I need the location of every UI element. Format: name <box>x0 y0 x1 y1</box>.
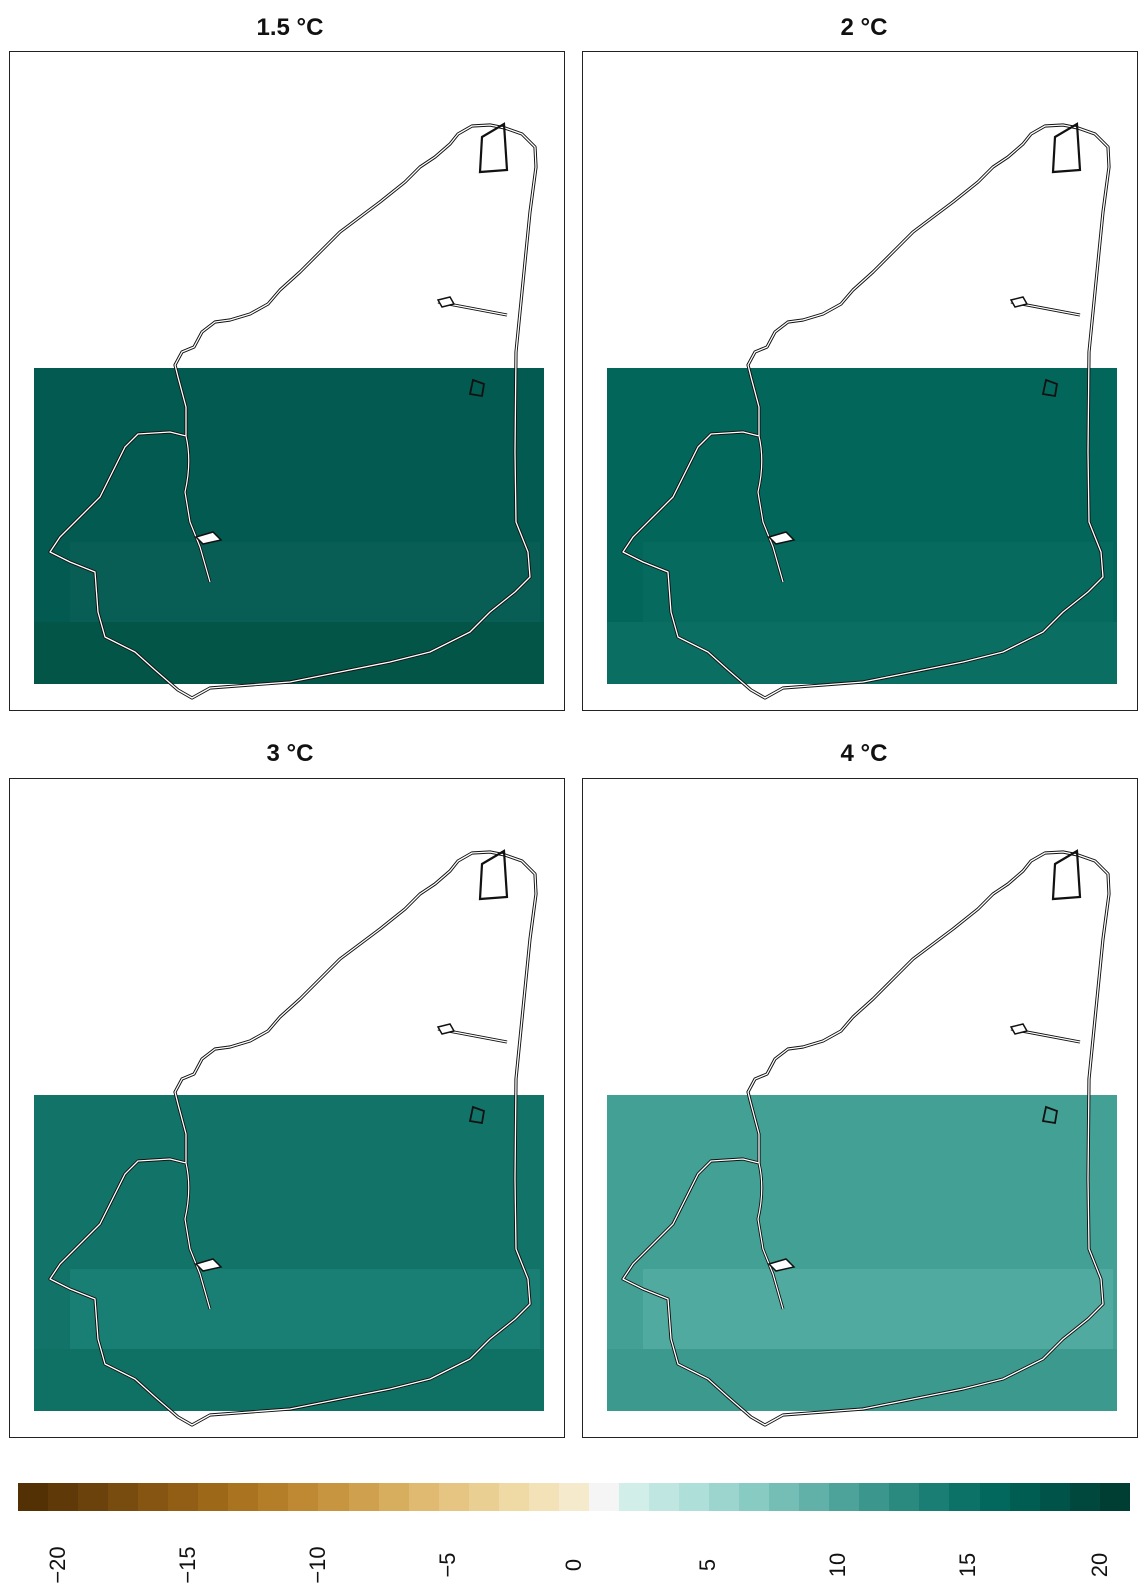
legend-swatch-14 <box>438 1483 469 1511</box>
legend-swatch-18 <box>558 1483 589 1511</box>
legend-tick-label: 15 <box>955 1552 980 1578</box>
legend-swatch-34 <box>1039 1483 1070 1511</box>
panel-title-3: 3 °C <box>266 740 314 767</box>
legend-swatch-36 <box>1099 1483 1130 1511</box>
color-legend-bar <box>18 1483 1130 1511</box>
legend-swatch-8 <box>258 1483 289 1511</box>
map-panel-4 <box>582 778 1138 1438</box>
legend-swatch-9 <box>288 1483 319 1511</box>
legend-swatch-28 <box>859 1483 890 1511</box>
legend-swatch-6 <box>198 1483 229 1511</box>
lake-outline <box>194 531 223 545</box>
canal-line-inner <box>184 1162 211 1310</box>
legend-swatch-2 <box>78 1483 109 1511</box>
raster-south-band <box>34 622 544 684</box>
canal-line-inner <box>757 1162 784 1310</box>
legend-swatch-10 <box>318 1483 349 1511</box>
legend-swatch-33 <box>1009 1483 1040 1511</box>
island-outline <box>468 1105 486 1125</box>
map-svg-2 <box>607 122 1117 700</box>
raster-variation <box>70 1269 540 1349</box>
legend-tick-label: −10 <box>305 1546 330 1584</box>
island-outline <box>468 378 486 398</box>
lake-outline <box>767 1258 796 1272</box>
legend-tick-label: 5 <box>695 1558 720 1572</box>
legend-tick-label: 10 <box>825 1552 850 1578</box>
legend-swatch-12 <box>378 1483 409 1511</box>
raster-south-band <box>607 622 1117 684</box>
lake-outline <box>767 531 796 545</box>
legend-swatch-30 <box>919 1483 950 1511</box>
legend-tick-label: 20 <box>1087 1552 1112 1578</box>
map-panel-2 <box>582 51 1138 711</box>
panel-title-2: 2 °C <box>840 14 888 41</box>
island-outline <box>1041 378 1059 398</box>
harbour-outline <box>1051 849 1082 901</box>
map-svg-1 <box>34 122 544 700</box>
legend-swatch-32 <box>979 1483 1010 1511</box>
pier-outline <box>1009 1023 1029 1035</box>
raster-variation <box>643 542 1113 622</box>
legend-swatch-0 <box>18 1483 49 1511</box>
raster-south-band <box>607 1349 1117 1411</box>
legend-swatch-19 <box>588 1483 619 1511</box>
legend-swatch-25 <box>769 1483 800 1511</box>
legend-swatch-3 <box>108 1483 139 1511</box>
legend-swatch-23 <box>709 1483 740 1511</box>
legend-swatch-31 <box>949 1483 980 1511</box>
region-outline-inner <box>622 851 1110 1426</box>
legend-tick-label: −15 <box>175 1546 200 1584</box>
legend-tick-label: −20 <box>45 1546 70 1584</box>
legend-swatch-17 <box>528 1483 559 1511</box>
harbour-outline <box>478 122 509 174</box>
region-outline-inner <box>49 124 537 699</box>
legend-swatch-15 <box>468 1483 499 1511</box>
legend-swatch-5 <box>168 1483 199 1511</box>
legend-swatch-1 <box>48 1483 79 1511</box>
raster-south-band <box>34 1349 544 1411</box>
pier-outline <box>1009 296 1029 308</box>
legend-swatch-16 <box>498 1483 529 1511</box>
canal-line-inner <box>184 435 211 583</box>
legend-swatch-11 <box>348 1483 379 1511</box>
panel-title-1: 1.5 °C <box>256 14 324 41</box>
raster-variation <box>70 542 540 622</box>
legend-swatch-24 <box>739 1483 770 1511</box>
map-panel-1 <box>9 51 565 711</box>
pier-outline <box>436 1023 456 1035</box>
legend-swatch-22 <box>679 1483 710 1511</box>
region-outline-inner <box>49 851 537 1426</box>
raster-variation <box>643 1269 1113 1349</box>
legend-swatch-35 <box>1069 1483 1100 1511</box>
island-outline <box>1041 1105 1059 1125</box>
legend-swatch-4 <box>138 1483 169 1511</box>
pier-outline <box>436 296 456 308</box>
lake-outline <box>194 1258 223 1272</box>
panel-title-4: 4 °C <box>840 740 888 767</box>
map-panel-3 <box>9 778 565 1438</box>
legend-swatch-29 <box>889 1483 920 1511</box>
legend-swatch-7 <box>228 1483 259 1511</box>
canal-line-inner <box>757 435 784 583</box>
map-svg-4 <box>607 849 1117 1427</box>
legend-swatch-27 <box>829 1483 860 1511</box>
legend-swatch-20 <box>618 1483 649 1511</box>
legend-swatch-26 <box>799 1483 830 1511</box>
region-outline-inner <box>622 124 1110 699</box>
legend-tick-label: −5 <box>435 1552 460 1578</box>
legend-swatch-21 <box>648 1483 680 1511</box>
map-svg-3 <box>34 849 544 1427</box>
harbour-outline <box>1051 122 1082 174</box>
legend-swatch-13 <box>408 1483 439 1511</box>
harbour-outline <box>478 849 509 901</box>
legend-tick-label: 0 <box>561 1558 586 1572</box>
